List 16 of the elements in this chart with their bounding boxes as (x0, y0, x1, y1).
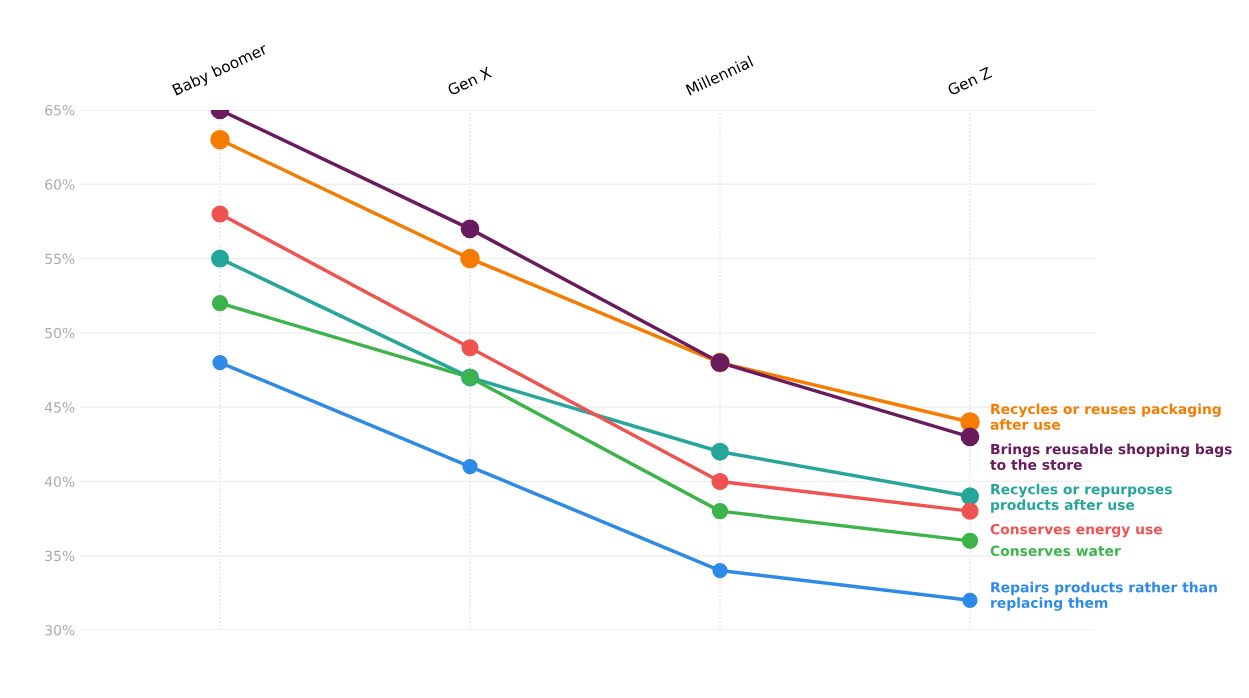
y-tick-label: 55% (45, 253, 75, 265)
series-label: Conserves water (990, 545, 1121, 557)
y-tick-label: 60% (45, 179, 75, 190)
y-tick-label: 50% (45, 327, 75, 339)
y-tick-label: 45% (44, 402, 75, 413)
series-label: Brings reusable shopping bags to the store (990, 443, 1232, 470)
y-tick-label: 30% (45, 624, 75, 636)
series-label: Recycles or repurposes products after use (991, 483, 1172, 513)
series-label: Recycles or reuses packaging after use (990, 403, 1221, 430)
series-label: Conserves energy use (990, 523, 1163, 538)
y-tick-label: 65% (45, 104, 75, 116)
y-tick-label: 40% (44, 476, 75, 487)
x-tick-label: Gen Z (946, 66, 993, 96)
x-tick-label: Gen X (446, 66, 493, 96)
y-tick-label: 35% (45, 550, 75, 562)
series-label: Repairs products rather than replacing them (991, 581, 1217, 611)
